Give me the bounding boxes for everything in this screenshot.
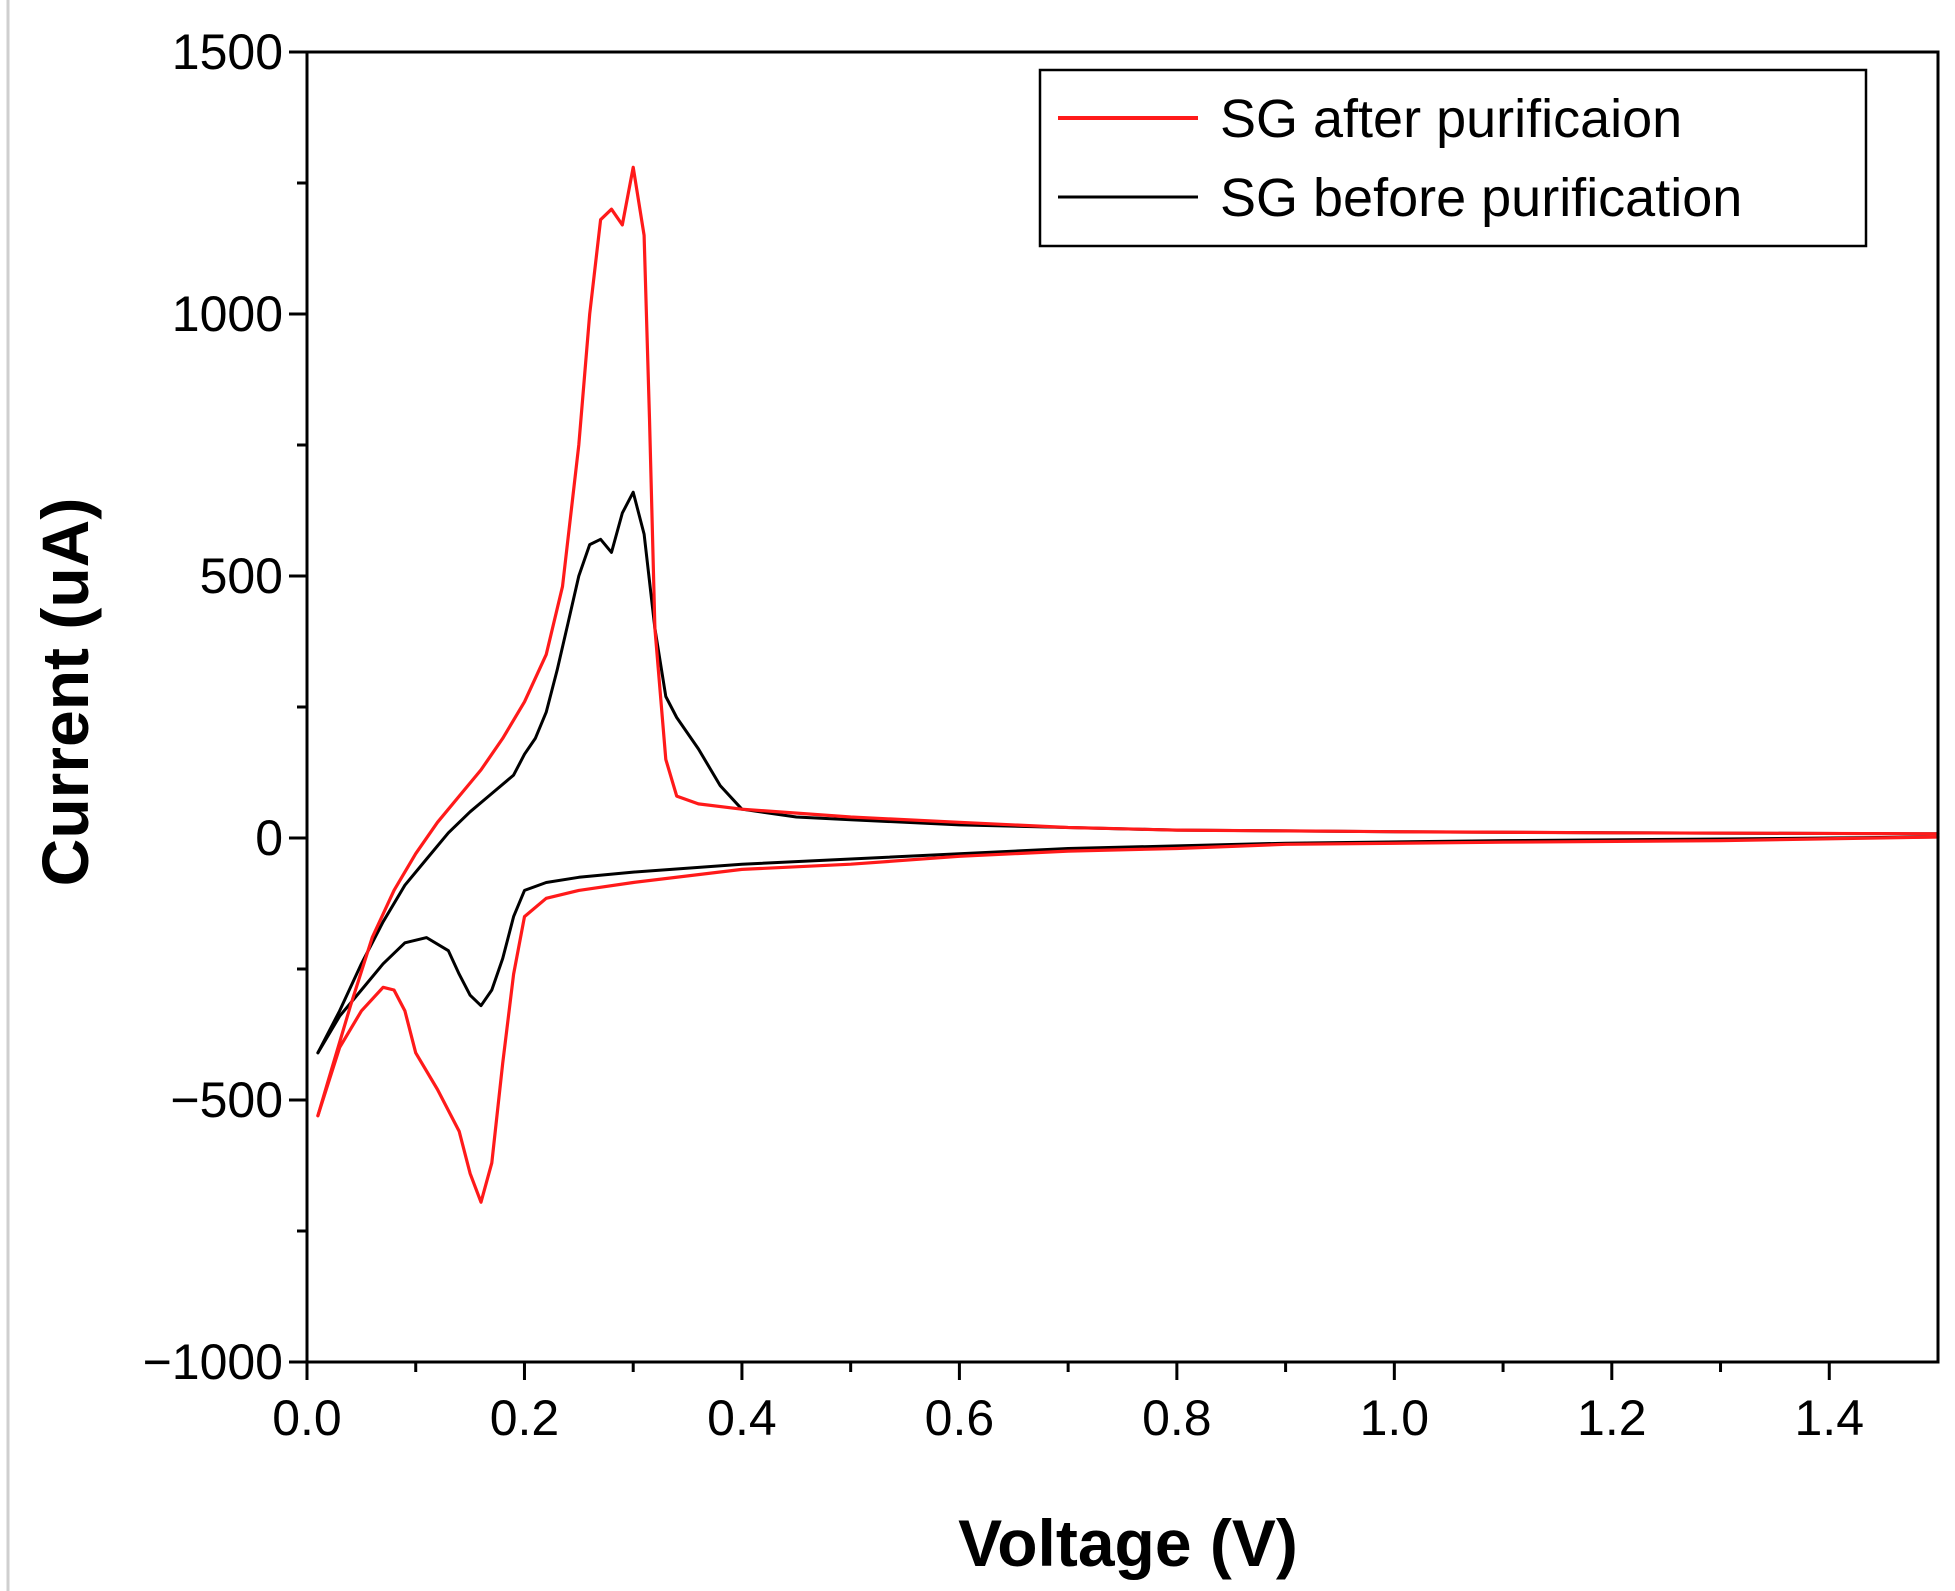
legend: SG after purificaion SG before purificat… xyxy=(1038,68,1868,248)
y-axis-title: Current (uA) xyxy=(28,498,102,887)
plot-frame xyxy=(305,50,1940,1364)
series-after-cathodic-line xyxy=(316,835,1940,1204)
x-tick-label: 0.6 xyxy=(925,1390,995,1446)
x-tick-label: 1.0 xyxy=(1360,1390,1430,1446)
series-after-anodic-line xyxy=(316,165,1940,1118)
x-tick-label: 0.2 xyxy=(490,1390,560,1446)
x-tick-label: 1.2 xyxy=(1577,1390,1647,1446)
series-before-anodic-line xyxy=(316,490,1940,1055)
legend-box xyxy=(1038,68,1868,248)
series-before-cathodic-line xyxy=(316,835,1940,1055)
x-tick-label: 1.4 xyxy=(1795,1390,1865,1446)
y-tick-label: 1000 xyxy=(172,286,283,342)
x-axis-title: Voltage (V) xyxy=(958,1506,1298,1580)
x-tick-label: 0.4 xyxy=(707,1390,777,1446)
ticks-layer: −1000 −500 0 500 1000 1500 0.0 0.2 0.4 0.6 0.8 1.0 1… xyxy=(143,24,1864,1446)
series-layer xyxy=(316,165,1940,1204)
y-tick-label: 1500 xyxy=(172,24,283,80)
legend-label-after: SG after purificaion xyxy=(1220,89,1682,149)
x-tick-label: 0.8 xyxy=(1142,1390,1212,1446)
x-tick-label: 0.0 xyxy=(272,1390,342,1446)
y-tick-label: 0 xyxy=(255,810,283,866)
axes-layer xyxy=(305,50,1940,1364)
y-tick-label: 500 xyxy=(200,548,283,604)
y-tick-label: −500 xyxy=(170,1072,283,1128)
legend-label-before: SG before purification xyxy=(1220,168,1742,228)
y-tick-label: −1000 xyxy=(143,1334,283,1390)
